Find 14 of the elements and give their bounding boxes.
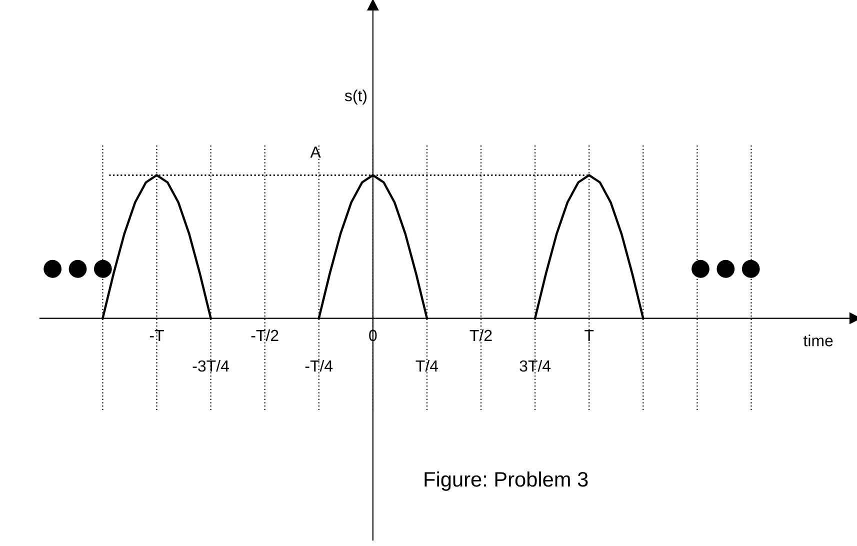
x-tick-label: 3T/4	[520, 360, 551, 372]
x-tick-label: -3T/4	[192, 360, 229, 372]
x-tick-label: -T/2	[251, 329, 278, 342]
x-tick-label: -T	[150, 330, 164, 341]
x-tick-label: T/2	[470, 329, 492, 342]
x-tick-label: -T/4	[305, 360, 333, 372]
x-tick-label: T/4	[416, 360, 438, 372]
x-axis-title: time	[803, 334, 833, 346]
ref-line-label: A	[310, 146, 321, 158]
x-tick-label: T	[584, 330, 594, 341]
text: Figure: Problem 3	[424, 471, 588, 491]
annotation: ●●●	[692, 260, 760, 278]
annotation: ●●●	[44, 260, 112, 278]
y-axis-title: s(t)	[344, 90, 367, 104]
